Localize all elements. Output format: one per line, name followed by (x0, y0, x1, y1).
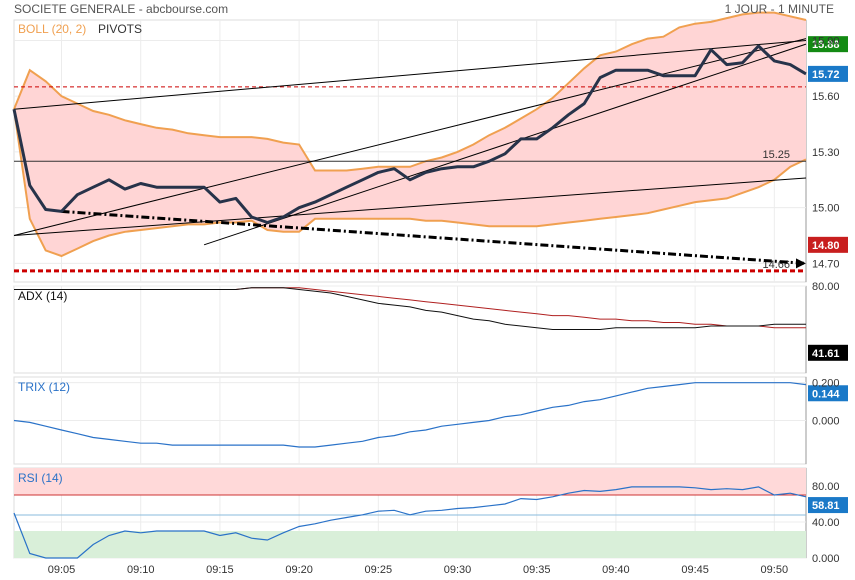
x-tick-label: 09:30 (444, 564, 472, 576)
badge-bg (808, 344, 848, 361)
adx-line (14, 287, 806, 330)
bollinger-lower-line (13, 109, 807, 258)
axes: 09:05 09:10 09:15 09:20 09:25 09:30 09:35 09:40… (48, 35, 840, 576)
trend-line (13, 38, 807, 237)
trend-line (13, 39, 807, 110)
last-value-badge: 15.72 (808, 65, 848, 82)
rsi-y-tick-label: 0.000 (812, 553, 840, 565)
rsi-overbought-zone (14, 468, 806, 495)
price-y-tick-label: 15.30 (812, 147, 840, 159)
rsi-oversold-zone (14, 531, 806, 558)
x-tick-label: 09:15 (206, 564, 234, 576)
badge-bg (808, 65, 848, 82)
trix-indicator-label[interactable]: TRIX (12) (18, 380, 70, 394)
price-y-tick-label: 14.70 (812, 258, 840, 270)
last-value-badge: 15.88 (808, 36, 848, 53)
x-tick-label: 09:10 (127, 564, 155, 576)
last-value-badge: 58.81 (808, 497, 848, 514)
price-y-tick-label: 15.90 (812, 35, 840, 47)
badge-label: 58.81 (812, 500, 840, 512)
adx-y-tick-label: 80.00 (812, 281, 840, 293)
trix-panel[interactable]: TRIX (12) 0.144 (13, 380, 848, 448)
boll-indicator-label[interactable]: BOLL (20, 2) (18, 22, 86, 36)
trend-arrow-head (796, 258, 806, 269)
trix-y-tick-label: 0.200 (812, 378, 840, 390)
adx-panel[interactable]: ADX (14) 41.61 (14, 287, 848, 361)
price-y-tick-label: 15.00 (812, 203, 840, 215)
badge-label: 14.80 (812, 240, 840, 252)
badge-label: 15.88 (812, 39, 840, 51)
x-tick-label: 09:40 (602, 564, 630, 576)
pivot-label: 15.25 (762, 149, 790, 161)
badge-label: 41.61 (812, 348, 840, 360)
x-tick-label: 09:20 (285, 564, 313, 576)
trix-y-tick-label: 0.000 (812, 416, 840, 428)
rsi-line (13, 486, 807, 559)
last-value-badge: 0.144 (808, 385, 848, 402)
chart-period: 1 JOUR - 1 MINUTE (725, 2, 834, 16)
x-tick-label: 09:50 (761, 564, 789, 576)
last-value-badge: 41.61 (808, 344, 848, 361)
badge-label: 0.144 (812, 388, 840, 400)
x-tick-label: 09:35 (523, 564, 551, 576)
chart-title: SOCIETE GENERALE - abcbourse.com (14, 2, 228, 16)
bollinger-upper-line (13, 11, 807, 172)
price-line (12, 44, 807, 224)
badge-bg (808, 385, 848, 402)
trend-line (203, 43, 807, 246)
last-value-badge: 14.80 (808, 236, 848, 253)
badge-bg (808, 497, 848, 514)
x-tick-label: 09:45 (681, 564, 709, 576)
rsi-y-tick-label: 40.00 (812, 517, 840, 529)
x-tick-label: 09:05 (48, 564, 76, 576)
badge-bg (808, 36, 848, 53)
adx-di-line (14, 287, 806, 329)
pivots-indicator-label[interactable]: PIVOTS (98, 22, 142, 36)
badge-label: 15.72 (812, 69, 840, 81)
adx-frame (13, 285, 807, 374)
adx-indicator-label[interactable]: ADX (14) (18, 289, 67, 303)
rsi-indicator-label[interactable]: RSI (14) (18, 471, 63, 485)
badge-bg (808, 236, 848, 253)
x-tick-label: 09:25 (365, 564, 393, 576)
trend-line (61, 209, 807, 265)
trend-line (13, 177, 807, 237)
rsi-y-tick-label: 80.00 (812, 481, 840, 493)
trix-line (13, 382, 807, 448)
price-y-tick-label: 15.60 (812, 91, 840, 103)
rsi-panel[interactable]: RSI (14) 58.81 (13, 468, 848, 559)
